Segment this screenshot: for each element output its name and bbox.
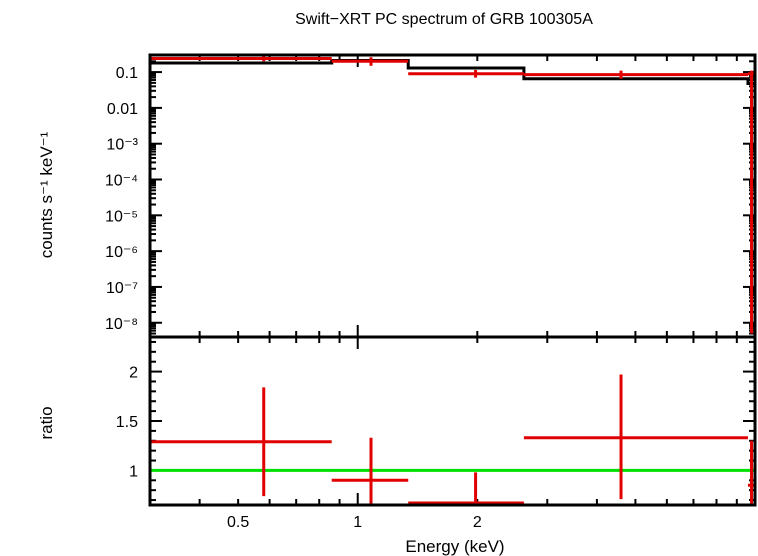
y-tick-label: 1.5: [116, 414, 138, 431]
x-tick-label: 2: [473, 514, 482, 531]
spectrum-panel: 0.1 0.01 10⁻³ 10⁻⁴ 10⁻⁵ 10⁻⁶ 10⁻⁷ 10⁻⁸: [105, 53, 757, 339]
y-axis-label-bottom: ratio: [37, 406, 56, 439]
x-tick-label: 1: [353, 514, 362, 531]
chart-title: Swift−XRT PC spectrum of GRB 100305A: [295, 11, 593, 28]
y-axis-label-top: counts s⁻¹ keV⁻¹: [37, 131, 56, 258]
y-tick-label: 10⁻⁸: [105, 316, 138, 333]
y-tick-label: 1: [129, 463, 138, 480]
y-tick-label: 10⁻⁴: [105, 173, 138, 190]
bottom-frame: [148, 335, 757, 507]
top-frame: [148, 53, 757, 339]
y-tick-label: 0.1: [116, 65, 138, 82]
x-axis-label: Energy (keV): [405, 537, 504, 556]
model-line: [150, 59, 755, 85]
ratio-panel: 1 1.5 2 0.5 1 2: [116, 335, 757, 531]
y-tick-label: 0.01: [107, 101, 138, 118]
y-tick-label: 2: [129, 365, 138, 382]
y-tick-label: 10⁻⁶: [105, 244, 138, 261]
y-tick-label: 10⁻⁷: [106, 280, 138, 297]
y-tick-label: 10⁻⁵: [105, 208, 138, 225]
y-tick-label: 10⁻³: [106, 137, 138, 154]
x-tick-label: 0.5: [227, 514, 249, 531]
